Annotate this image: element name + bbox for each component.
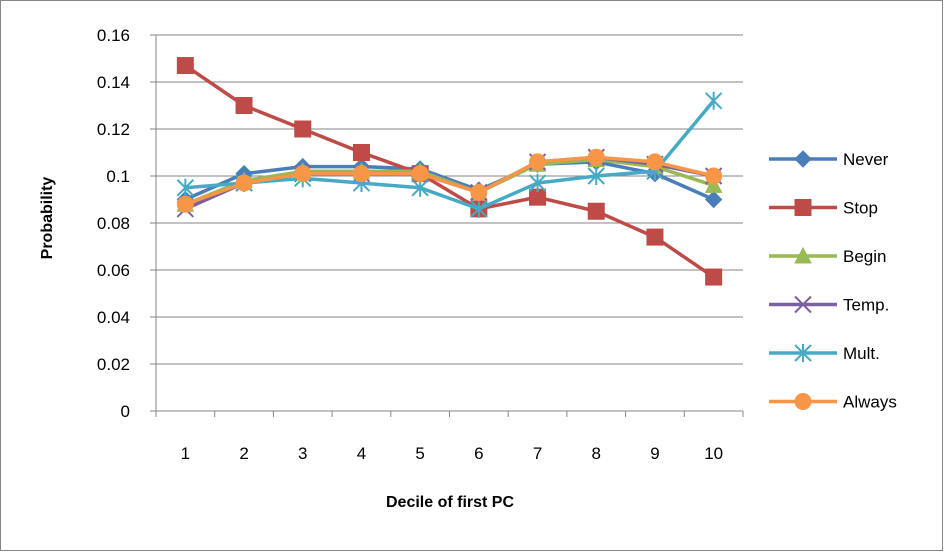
y-tick-label: 0.12	[97, 120, 130, 139]
y-tick-label: 0.02	[97, 355, 130, 374]
series-always	[176, 148, 723, 213]
tick-labels: 0 0.02 0.04 0.06 0.08 0.1 0.12 0.14 0.16 1 2 3 4 5 6 7 8…	[97, 26, 723, 463]
series-line-always	[184, 155, 715, 206]
data-point-always	[646, 153, 664, 171]
x-tick-label: 7	[533, 444, 542, 463]
legend-item-stop: Stop	[769, 199, 878, 218]
y-axis-title: Probability	[39, 177, 56, 260]
legend-label: Temp.	[843, 296, 889, 315]
legend: Never Stop Begin Temp. Mult. Always	[769, 150, 897, 412]
x-axis-title: Decile of first PC	[386, 494, 514, 511]
y-tick-label: 0.04	[97, 308, 130, 327]
legend-item-mult: Mult.	[769, 344, 880, 363]
legend-label: Begin	[843, 247, 886, 266]
data-point-mult	[470, 199, 488, 218]
data-point-always	[587, 148, 605, 166]
series-line-stop	[184, 64, 715, 279]
legend-label: Mult.	[843, 344, 880, 363]
legend-label: Never	[843, 150, 889, 169]
legend-swatch-marker	[794, 344, 812, 362]
data-point-never	[704, 190, 723, 209]
data-point-always	[470, 183, 488, 201]
series-line-never	[184, 160, 715, 202]
legend-swatch-marker	[794, 150, 812, 168]
y-tick-label: 0.16	[97, 26, 130, 45]
data-point-stop	[294, 120, 312, 138]
legend-item-begin: Begin	[769, 246, 886, 266]
legend-swatch-marker	[794, 199, 812, 216]
legend-swatch-marker	[794, 295, 812, 314]
gridlines	[156, 34, 743, 365]
x-tick-label: 3	[298, 444, 307, 463]
data-point-stop	[646, 228, 664, 246]
data-point-stop	[705, 268, 723, 286]
data-point-stop	[587, 202, 605, 220]
legend-swatch-marker	[794, 393, 812, 410]
x-tick-label: 8	[592, 444, 601, 463]
data-point-begin	[704, 176, 723, 193]
legend-label: Always	[843, 393, 897, 412]
data-point-always	[294, 165, 312, 183]
x-tick-label: 10	[704, 444, 723, 463]
data-point-always	[529, 153, 547, 171]
legend-item-never: Never	[769, 150, 889, 169]
legend-swatch-marker	[794, 246, 812, 264]
data-point-mult	[587, 167, 605, 185]
legend-item-always: Always	[769, 393, 897, 412]
series-line-mult	[185, 99, 715, 211]
x-tick-label: 2	[239, 444, 248, 463]
data-point-stop	[176, 57, 194, 75]
legend-label: Stop	[843, 199, 878, 218]
data-point-mult	[176, 178, 195, 197]
legend-item-temp: Temp.	[769, 296, 889, 315]
axes	[150, 34, 744, 417]
y-tick-label: 0.14	[97, 73, 130, 92]
x-tick-label: 4	[357, 444, 366, 463]
data-point-mult	[528, 174, 547, 193]
series-lines	[176, 57, 723, 286]
data-point-stop	[352, 144, 370, 161]
data-point-always	[705, 167, 723, 185]
y-tick-label: 0	[121, 402, 130, 421]
data-point-mult	[704, 91, 723, 110]
data-point-always	[411, 165, 429, 183]
x-tick-label: 5	[415, 444, 424, 463]
y-tick-label: 0.08	[97, 214, 130, 233]
data-point-always	[352, 165, 370, 183]
data-point-always	[176, 195, 194, 213]
x-tick-label: 9	[650, 444, 659, 463]
y-tick-label: 0.1	[106, 167, 130, 186]
data-point-stop	[235, 97, 253, 114]
y-tick-label: 0.06	[97, 261, 130, 280]
x-tick-label: 6	[474, 444, 483, 463]
x-tick-label: 1	[181, 444, 190, 463]
data-point-always	[235, 174, 253, 192]
